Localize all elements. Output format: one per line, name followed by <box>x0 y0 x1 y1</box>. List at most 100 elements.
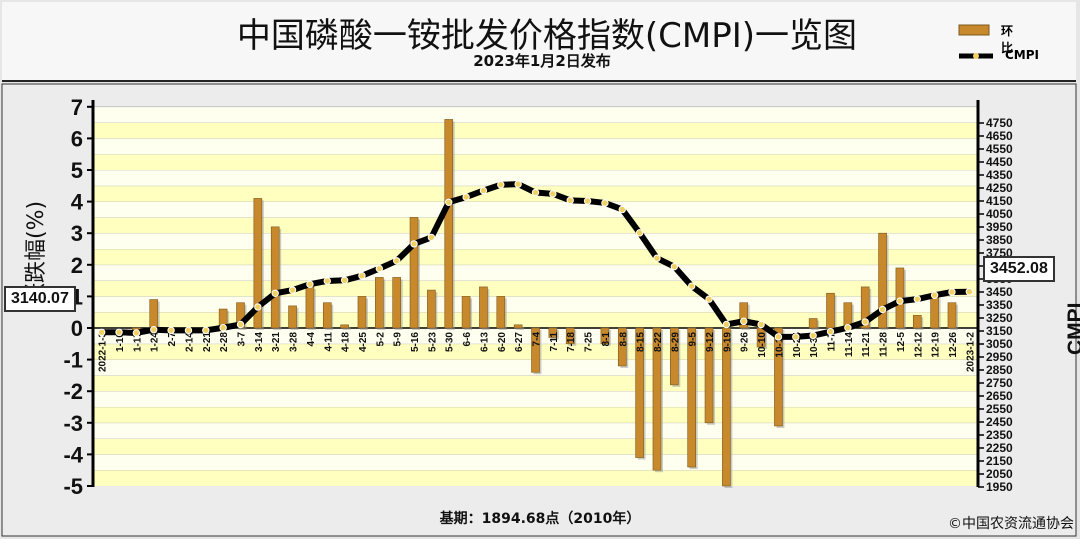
y-right-tick-label: 2150 <box>986 454 1013 468</box>
x-tick-label: 8-22 <box>653 332 664 352</box>
cmpi-point <box>601 199 609 207</box>
x-tick-label: 5-16 <box>410 332 421 352</box>
x-tick-label: 2-14 <box>184 332 195 352</box>
right-value-tag: 3452.08 <box>983 256 1055 282</box>
cmpi-point <box>410 240 418 248</box>
x-tick-label: 11-28 <box>879 332 890 357</box>
y-left-tick-label: 2 <box>71 253 83 278</box>
x-tick-label: 6-27 <box>514 332 525 352</box>
bar <box>808 318 818 329</box>
chart-header: 中国磷酸一铵批发价格指数(CMPI)一览图 2023年1月2日发布 环比 CMP… <box>2 2 1076 82</box>
plot-band <box>93 280 978 297</box>
x-tick-label: 10-17 <box>774 332 785 358</box>
y-right-tick-label: 3450 <box>986 285 1013 299</box>
legend-line-label: CMPI <box>1005 48 1040 62</box>
bar <box>600 327 610 345</box>
bar <box>375 277 384 329</box>
plot-band <box>93 438 978 455</box>
x-tick-label: 4-18 <box>341 332 352 352</box>
plot-band <box>93 249 978 265</box>
plot-band <box>93 201 978 218</box>
cmpi-point <box>757 320 765 329</box>
legend-line-swatch <box>959 53 993 59</box>
cmpi-point <box>740 317 748 325</box>
plot-band <box>93 217 978 234</box>
x-tick-label: 1-17 <box>132 332 143 352</box>
cmpi-point <box>115 328 123 336</box>
cmpi-point <box>670 262 679 271</box>
y-left-tick-label: 5 <box>71 158 83 183</box>
y-axis-right-label: CMPI <box>1064 302 1080 356</box>
y-right-tick-label: 3950 <box>986 220 1013 234</box>
bar-shadow <box>516 326 525 330</box>
y-left-tick-label: 3 <box>71 221 83 246</box>
y-right-tick-label: 3350 <box>986 298 1013 312</box>
bar <box>409 217 419 329</box>
y-right-tick-label: 1950 <box>986 480 1013 494</box>
y-right-tick-label: 2650 <box>986 389 1013 403</box>
x-tick-label: 7-25 <box>584 332 595 352</box>
x-tick-label: 6-13 <box>479 332 490 352</box>
y-left-tick-label: -1 <box>63 348 83 373</box>
plot-band <box>93 264 978 281</box>
plot-band <box>93 470 978 486</box>
plot-band <box>93 106 978 123</box>
y-left-tick-label: -4 <box>63 442 83 467</box>
x-tick-label: 6-20 <box>497 332 508 352</box>
x-tick-label: 5-2 <box>375 332 386 347</box>
y-left-tick-label: -2 <box>63 379 83 404</box>
bar <box>548 327 558 338</box>
cmpi-point <box>948 288 956 296</box>
x-tick-label: 6-6 <box>462 332 473 347</box>
chart-subtitle: 2023年1月2日发布 <box>473 52 611 70</box>
bar <box>392 277 401 329</box>
cmpi-point <box>254 303 262 311</box>
y-right-tick-label: 4650 <box>986 129 1013 143</box>
x-tick-label: 2-21 <box>202 332 213 352</box>
y-right-tick-label: 2850 <box>986 363 1013 377</box>
bar <box>565 327 575 345</box>
y-left-tick-label: -5 <box>63 474 83 499</box>
x-tick-label: 5-9 <box>393 332 404 347</box>
plot-band <box>93 407 978 423</box>
cmpi-point <box>809 331 817 340</box>
cmpi-point <box>965 288 974 296</box>
x-tick-label: 7-18 <box>566 332 577 352</box>
cmpi-point <box>271 289 279 297</box>
cmpi-point <box>687 282 696 290</box>
x-tick-label: 11-7 <box>827 332 838 352</box>
cmpi-point <box>653 254 661 262</box>
cmpi-point <box>202 326 210 335</box>
bar <box>357 296 367 329</box>
x-tick-label: 8-15 <box>636 332 647 352</box>
x-tick-label: 2023-1-2 <box>965 332 976 372</box>
cmpi-point <box>375 264 384 273</box>
cmpi-point <box>531 188 540 197</box>
bar <box>739 302 749 329</box>
bar <box>531 327 540 373</box>
cmpi-point <box>97 328 106 336</box>
plot-band <box>93 391 978 407</box>
x-tick-label: 2022-1-3 <box>98 332 109 372</box>
x-tick-label: 5-30 <box>445 332 456 352</box>
cmpi-point <box>445 198 453 207</box>
cmpi-point <box>896 297 904 305</box>
x-tick-label: 9-26 <box>740 332 751 352</box>
cmpi-point <box>462 193 470 201</box>
x-tick-label: 1-24 <box>150 332 161 352</box>
x-tick-label: 10-10 <box>757 332 768 358</box>
cmpi-point <box>566 196 574 205</box>
plot-band <box>93 154 978 170</box>
y-right-tick-label: 3850 <box>986 233 1013 247</box>
x-tick-label: 8-29 <box>670 332 681 352</box>
x-tick-label: 12-12 <box>913 332 924 358</box>
x-tick-label: 3-28 <box>289 332 300 352</box>
base-period-note: 基期：1894.68点（2010年） <box>439 511 641 527</box>
y-right-tick-label: 4150 <box>986 194 1013 208</box>
y-right-tick-label: 2250 <box>986 441 1013 455</box>
x-tick-label: 4-25 <box>358 332 369 352</box>
chart-title: 中国磷酸一铵批发价格指数(CMPI)一览图 <box>236 16 858 56</box>
copyright-note: ©中国农资流通协会 <box>948 516 1074 532</box>
